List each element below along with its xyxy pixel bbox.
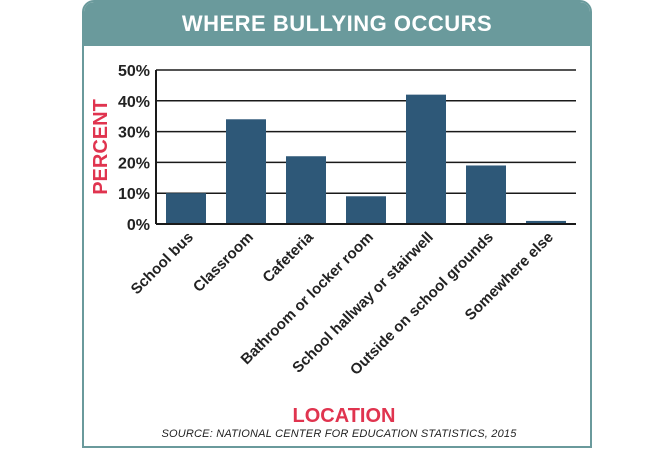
- bar: [226, 119, 266, 224]
- y-axis-title: PERCENT: [90, 99, 112, 195]
- chart-card: WHERE BULLYING OCCURS 0% 10% 20% 30% 40% 50% S…: [82, 0, 592, 448]
- y-tick-label: 0%: [127, 217, 150, 234]
- bar: [526, 220, 566, 224]
- y-tick-label: 50%: [118, 63, 150, 80]
- bar: [346, 196, 386, 224]
- source-note: SOURCE: NATIONAL CENTER FOR EDUCATION ST…: [161, 428, 517, 440]
- y-tick-label: 30%: [118, 125, 150, 142]
- bar: [286, 156, 326, 224]
- bar: [466, 165, 506, 224]
- y-tick-label: 40%: [118, 94, 150, 111]
- x-tick-label: Classroom: [190, 229, 257, 296]
- x-tick-label: Cafeteria: [259, 228, 317, 286]
- chart-title: WHERE BULLYING OCCURS: [84, 2, 590, 46]
- y-tick-label: 20%: [118, 155, 150, 172]
- x-tick-label: School bus: [128, 229, 197, 298]
- x-axis-title: LOCATION: [293, 405, 396, 427]
- y-tick-label: 10%: [118, 186, 150, 203]
- bar: [166, 193, 206, 224]
- bar: [406, 94, 446, 224]
